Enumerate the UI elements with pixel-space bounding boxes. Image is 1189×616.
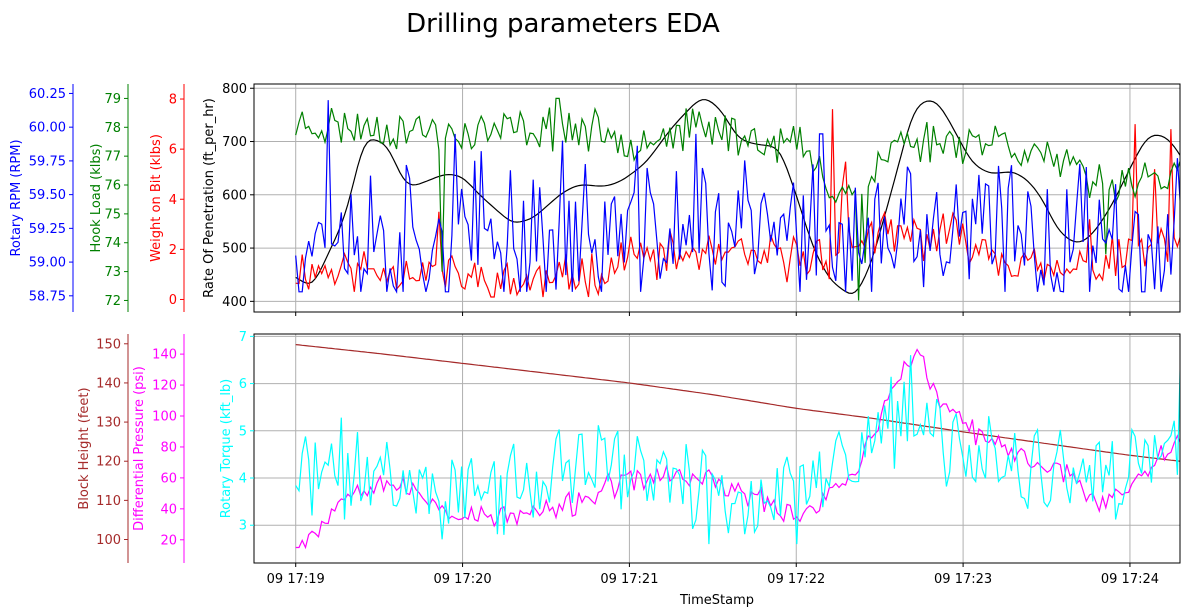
y-tick-label: 72 [104,294,121,309]
y-tick-label: 40 [160,502,177,517]
y-tick-label: 6 [239,377,247,392]
x-tick-label: 09 17:24 [1101,572,1159,587]
y-tick-label: 140 [152,348,177,363]
y-tick-label: 130 [96,416,121,431]
y-tick-label: 600 [222,188,247,203]
y-tick-label: 77 [104,150,121,165]
y-tick-label: 100 [96,533,121,548]
y-tick-label: 59.75 [29,154,66,169]
x-tick-label: 09 17:23 [934,572,992,587]
y-tick-label: 6 [169,143,177,158]
y-tick-label: 79 [104,92,121,107]
y-tick-label: 8 [169,93,177,108]
y-tick-label: 0 [169,293,177,308]
y-tick-label: 120 [96,455,121,470]
y-tick-label: 5 [239,424,247,439]
plot-frame [253,83,1181,313]
plot-frame [253,333,1181,564]
y-tick-label: 59.25 [29,222,66,237]
series-line-0-2 [295,97,1180,301]
y-tick-label: 7 [239,330,247,345]
y-axis-label: Weight on Bit (klbs) [149,134,164,262]
lower-panel: 3 4 5 6 7 Rotary Torque (kft_lb) 20 40 60 80 100 12… [77,330,1181,564]
y-tick-label: 59.00 [29,256,66,271]
y-tick-label: 78 [104,121,121,136]
y-tick-label: 120 [152,379,177,394]
y-tick-label: 60 [160,471,177,486]
series-line-0-1 [295,109,1180,298]
series-line-1-0 [295,344,1180,462]
chart-title: Drilling parameters EDA [406,9,720,39]
y-tick-label: 76 [104,179,121,194]
y-axis-label: Block Height (feet) [77,387,92,509]
upper-panel: 400 500 600 700 800 Rate Of Penetration (ft_p… [9,82,1181,313]
y-tick-label: 74 [104,236,121,251]
y-tick-label: 60.00 [29,121,66,136]
x-tick-label: 09 17:20 [433,572,491,587]
series-line-1-1 [295,348,1180,550]
y-axis-label: Hook Load (klbs) [89,144,104,253]
x-axis-label: TimeStamp [679,593,754,608]
y-tick-label: 20 [160,533,177,548]
y-axis-label: Rotary RPM (RPM) [9,139,24,256]
y-tick-label: 59.50 [29,188,66,203]
y-tick-label: 4 [169,193,177,208]
y-tick-label: 3 [239,519,247,534]
y-tick-label: 58.75 [29,289,66,304]
y-tick-label: 700 [222,135,247,150]
x-tick-label: 09 17:21 [600,572,658,587]
y-axis-label: Rotary Torque (kft_lb) [219,379,234,519]
x-axis: 09 17:19 09 17:20 09 17:21 09 17:22 09 17:23… [267,312,1159,587]
y-tick-label: 2 [169,243,177,258]
y-tick-label: 75 [104,207,121,222]
y-axis-label: Differential Pressure (psi) [132,366,147,531]
y-tick-label: 400 [222,295,247,310]
y-tick-label: 100 [152,410,177,425]
y-tick-label: 500 [222,242,247,257]
series-line-0-0 [295,99,1180,295]
series-line-0-3 [295,100,1180,294]
y-tick-label: 73 [104,265,121,280]
x-tick-label: 09 17:22 [767,572,825,587]
y-tick-label: 60.25 [29,87,66,102]
y-tick-label: 110 [96,494,121,509]
y-tick-label: 140 [96,376,121,391]
series-line-1-2 [295,349,1180,545]
y-tick-label: 4 [239,472,247,487]
y-tick-label: 80 [160,440,177,455]
y-axis-label: Rate Of Penetration (ft_per_hr) [202,98,217,298]
y-tick-label: 800 [222,82,247,97]
x-tick-label: 09 17:19 [267,572,325,587]
y-tick-label: 150 [96,337,121,352]
